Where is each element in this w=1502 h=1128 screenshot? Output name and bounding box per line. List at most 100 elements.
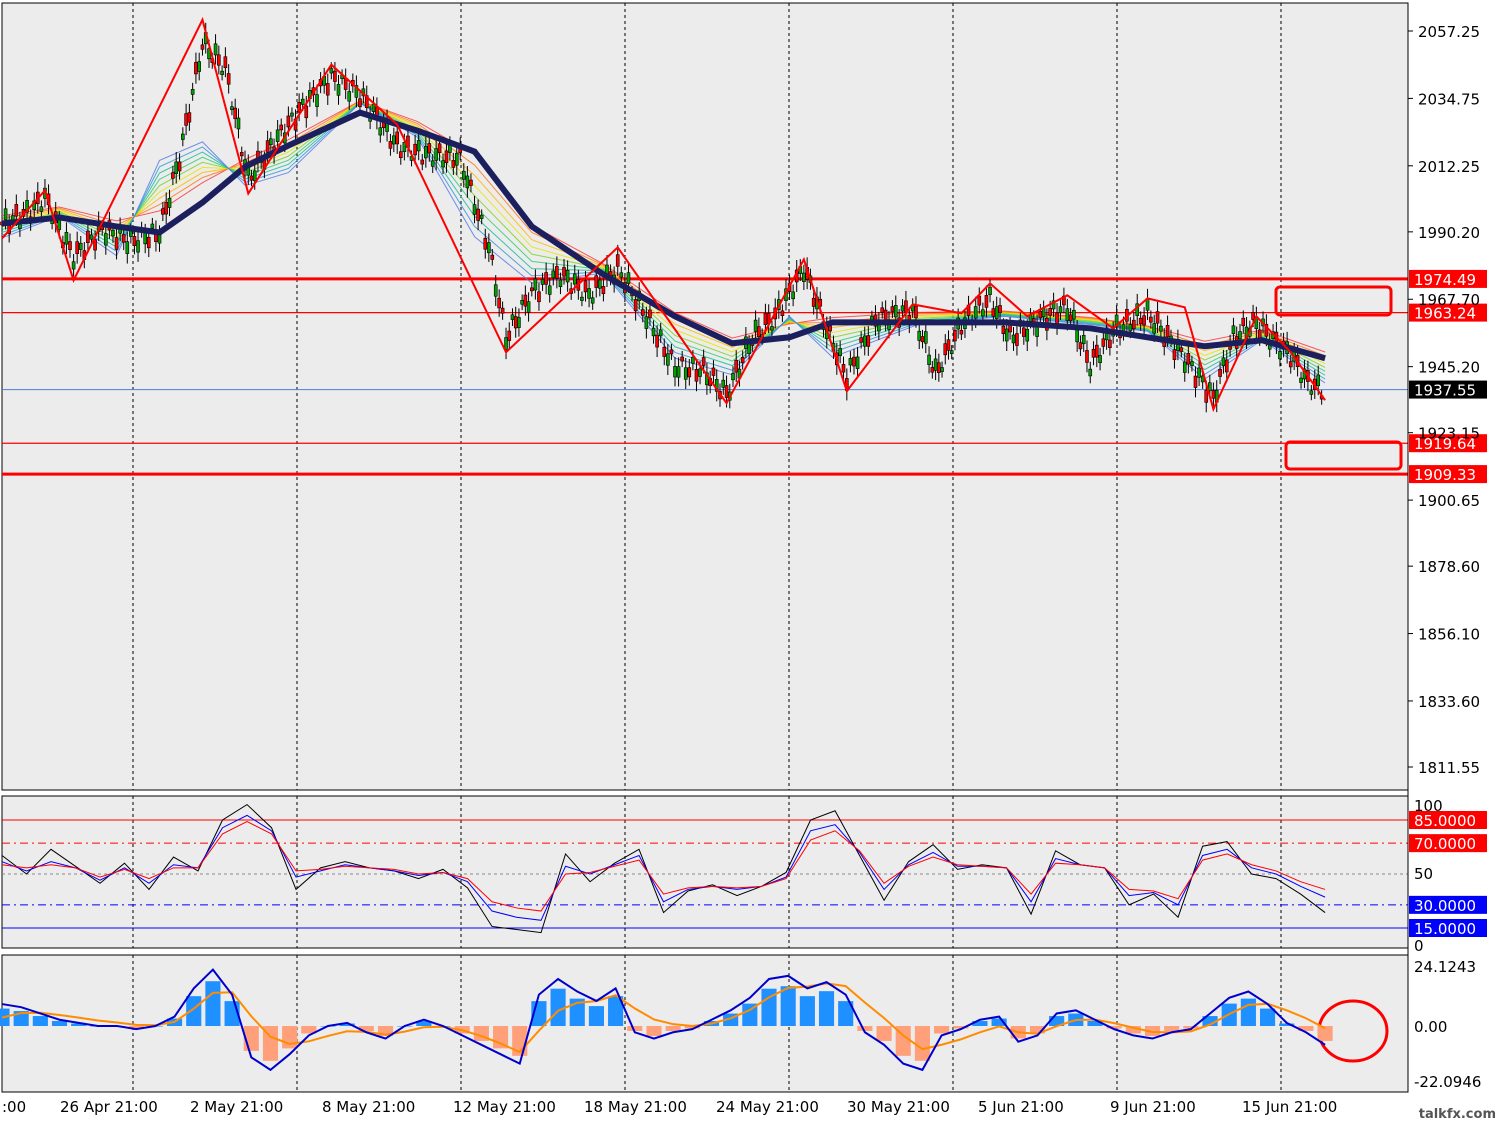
- candle-body: [1048, 308, 1052, 316]
- candle-body: [275, 129, 280, 142]
- candle-body: [644, 316, 649, 329]
- candle-body: [177, 161, 182, 172]
- macd-bar: [1298, 1026, 1314, 1031]
- candle-body: [497, 297, 501, 309]
- candle-body: [933, 358, 938, 371]
- macd-bar: [128, 1026, 144, 1029]
- candle-body: [487, 242, 491, 254]
- candle-body: [666, 353, 670, 366]
- candle-body: [900, 305, 905, 312]
- macd-bar: [569, 998, 585, 1026]
- highlight-box-lower: [1284, 440, 1403, 471]
- stochastic-panel[interactable]: [1, 795, 1409, 949]
- candle-body: [977, 295, 982, 306]
- macd-bar: [416, 1021, 432, 1026]
- candle-body: [562, 267, 566, 277]
- candle-body: [1081, 334, 1086, 345]
- candle-body: [1221, 357, 1226, 367]
- candle-body: [297, 102, 301, 113]
- candle-body: [1165, 325, 1170, 338]
- candle-body: [57, 219, 62, 230]
- candle-body: [1041, 308, 1046, 318]
- macd-bar: [262, 1026, 279, 1061]
- candle-body: [991, 308, 996, 317]
- candle-body: [959, 329, 964, 335]
- macd-tick-label: 24.1243: [1414, 958, 1476, 976]
- candle-body: [770, 326, 774, 331]
- candle-body: [540, 279, 545, 285]
- candle-body: [265, 140, 270, 153]
- macd-bar: [1202, 1016, 1218, 1026]
- candle-body: [893, 305, 898, 318]
- candle-body: [249, 175, 254, 181]
- candle-body: [167, 198, 172, 208]
- candle-body: [269, 138, 273, 146]
- candle-body: [190, 89, 195, 95]
- candle-body: [598, 279, 602, 289]
- macd-bar: [608, 996, 624, 1026]
- y-tick-label: 1833.60: [1418, 693, 1480, 711]
- candle-body: [731, 373, 735, 381]
- candle-body: [1101, 338, 1106, 347]
- macd-bar: [684, 1026, 700, 1029]
- candle-body: [1114, 314, 1119, 328]
- candle-body: [594, 275, 599, 288]
- watermark: talkfx.com: [1419, 1107, 1496, 1122]
- candle-body: [1108, 339, 1112, 349]
- candle-body: [233, 107, 237, 120]
- y-tick-label: 1990.20: [1418, 224, 1480, 242]
- candle-body: [89, 234, 94, 240]
- macd-bar: [339, 1023, 355, 1026]
- candle-body: [1316, 374, 1321, 387]
- candle-body: [859, 337, 863, 343]
- candle-body: [469, 179, 473, 186]
- macd-bar: [51, 1021, 68, 1026]
- macd-main-line: [1, 968, 1326, 1072]
- candle-body: [1204, 390, 1209, 403]
- candle-body: [1155, 311, 1160, 324]
- candle-body: [64, 231, 69, 245]
- candle-body: [740, 357, 745, 364]
- candle-body: [513, 316, 518, 329]
- zigzag-line: [1, 16, 1326, 413]
- candle-body: [640, 309, 645, 316]
- candle-body: [802, 272, 806, 282]
- candle-body: [676, 366, 681, 378]
- candle-body: [984, 295, 989, 308]
- candle-body: [1193, 375, 1198, 388]
- y-tick-label: 2057.25: [1418, 23, 1480, 41]
- macd-bar: [205, 981, 221, 1026]
- candle-body: [565, 269, 570, 283]
- candle-body: [537, 291, 541, 303]
- candle-body: [791, 291, 795, 300]
- x-tick-label: 5 Jun 21:00: [978, 1098, 1064, 1116]
- price-panel[interactable]: [1, 2, 1409, 791]
- macd-bar: [838, 1001, 854, 1026]
- macd-bar: [761, 988, 777, 1026]
- macd-bar: [914, 1026, 930, 1061]
- stoch-level-label: 15.0000: [1414, 920, 1476, 938]
- stoch-tick-label: 100: [1414, 797, 1443, 815]
- candle-body: [181, 133, 185, 140]
- candle-body: [572, 273, 577, 285]
- candle-body: [136, 240, 140, 253]
- candle-body: [413, 143, 417, 156]
- candle-body: [171, 172, 175, 179]
- candle-body: [1309, 390, 1314, 395]
- stoch-line: [1, 820, 1326, 912]
- candle-body: [1197, 367, 1201, 378]
- candle-body: [1001, 325, 1006, 335]
- macd-bar: [377, 1026, 394, 1036]
- candle-body: [86, 230, 90, 244]
- level-tag: [1409, 434, 1487, 453]
- stoch-level-label: 30.0000: [1414, 897, 1476, 915]
- candle-body: [747, 343, 751, 355]
- macd-bar: [186, 996, 202, 1026]
- candle-body: [1299, 377, 1303, 383]
- candle-body: [923, 331, 928, 344]
- candle-body: [940, 367, 944, 372]
- candle-body: [651, 327, 656, 337]
- candle-body: [658, 329, 663, 337]
- candle-body: [1278, 351, 1282, 360]
- macd-bar: [588, 1006, 604, 1026]
